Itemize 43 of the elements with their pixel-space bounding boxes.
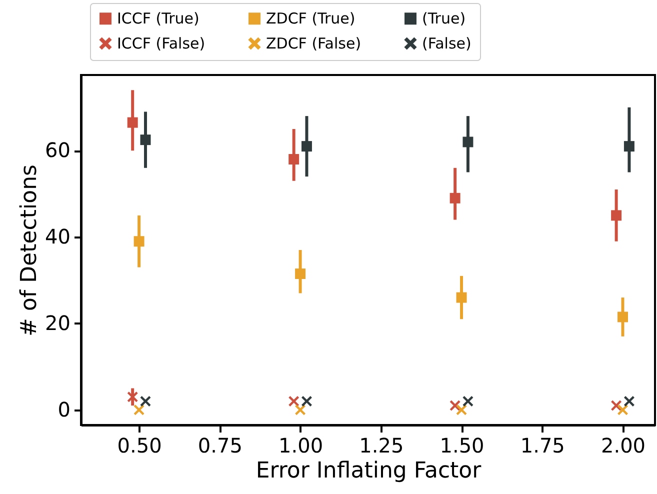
x-tick-label: 1.75 xyxy=(520,434,565,458)
point xyxy=(288,396,300,406)
point xyxy=(288,154,300,165)
legend-label: (True) xyxy=(422,10,466,28)
x-tick-label: 1.25 xyxy=(359,434,404,458)
point xyxy=(127,392,138,402)
point xyxy=(140,396,151,406)
point xyxy=(618,404,628,416)
y-tick-label: 20 xyxy=(45,310,70,335)
x-tick-label: 1.50 xyxy=(440,434,484,458)
x-axis-title: Error Inflating Factor xyxy=(256,458,482,484)
legend-label: (False) xyxy=(422,34,472,52)
point xyxy=(462,396,474,406)
x-tick-label: 1.00 xyxy=(278,434,324,458)
y-axis-title: # of Detections xyxy=(17,164,42,336)
point xyxy=(134,236,144,247)
y-tick-label: 0 xyxy=(58,397,70,422)
point xyxy=(295,268,306,280)
point xyxy=(127,117,138,128)
x-tick-label: 0.75 xyxy=(198,434,242,458)
legend-label: ICCF (True) xyxy=(117,10,200,28)
point xyxy=(450,192,460,204)
point xyxy=(624,141,634,152)
point xyxy=(624,396,634,406)
point xyxy=(450,400,460,411)
x-tick-label: 2.00 xyxy=(600,434,646,458)
point xyxy=(301,396,312,406)
point xyxy=(462,136,474,148)
legend-label: ZDCF (False) xyxy=(266,34,362,52)
point xyxy=(618,312,628,322)
point xyxy=(140,134,151,146)
legend-label: ICCF (False) xyxy=(117,34,206,52)
x-tick-label: 0.50 xyxy=(117,434,162,458)
legend-label: ZDCF (True) xyxy=(266,10,356,28)
point xyxy=(456,404,467,416)
point xyxy=(295,404,306,416)
point xyxy=(301,141,312,152)
point xyxy=(611,400,622,411)
point xyxy=(456,292,467,303)
y-tick-label: 40 xyxy=(45,224,70,249)
point xyxy=(611,210,622,221)
point xyxy=(134,404,144,416)
y-tick-label: 60 xyxy=(45,138,70,162)
